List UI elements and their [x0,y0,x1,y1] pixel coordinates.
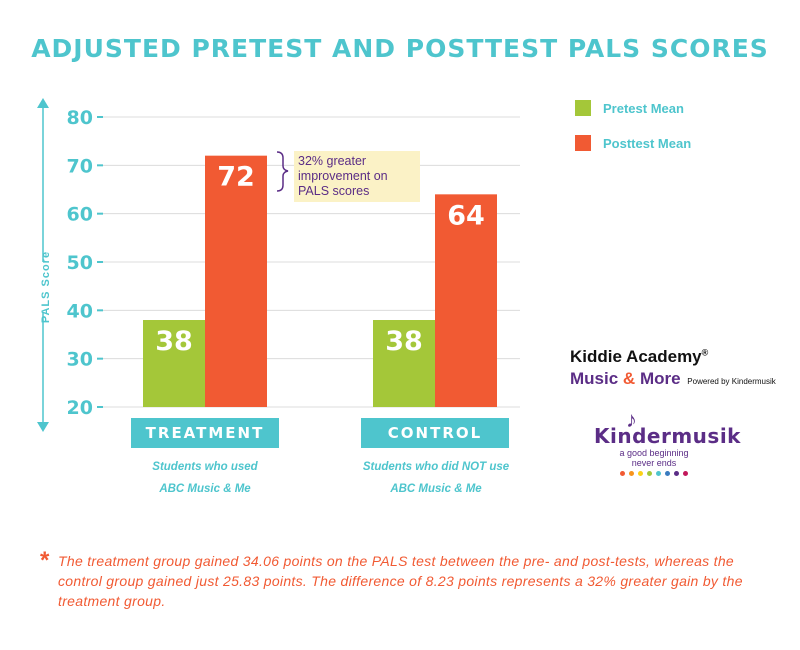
data-label: 38 [385,326,423,357]
group-description-treatment-line2: ABC Music & Me [159,483,251,495]
y-tick-label: 50 [67,252,93,274]
footnote: * The treatment group gained 34.06 point… [40,547,780,611]
group-description-control: Students who did NOT use ABC Music & Me [341,456,531,500]
callout-bracket [276,151,289,192]
y-axis-arrow-down-icon [37,422,49,432]
y-tick-label: 30 [67,349,93,371]
bar-posttest-treatment [205,155,267,407]
legend: Pretest Mean Posttest Mean [575,98,691,168]
music-and-more-wordmark: Music & More Powered by Kindermusik [570,369,776,388]
y-axis-arrow-up-icon [37,98,49,108]
kiddie-academy-logo: Kiddie Academy® Music & More Powered by … [570,347,776,389]
data-label: 72 [217,162,255,193]
legend-item-pretest[interactable]: Pretest Mean [575,98,691,118]
y-axis-label: PALS Score [40,251,52,323]
legend-label-pretest: Pretest Mean [603,100,684,116]
y-tick-label: 80 [67,107,93,129]
color-dots [594,471,714,476]
y-tick-label: 60 [67,204,93,226]
group-label-control: CONTROL [361,418,509,448]
legend-label-posttest: Posttest Mean [603,135,692,151]
legend-swatch-posttest [575,135,591,151]
kindermusik-tagline-1: a good beginning [619,448,689,458]
powered-by-text: Powered by Kindermusik [687,377,776,386]
chart-title: ADJUSTED PRETEST AND POSTTEST PALS SCORE… [31,34,769,63]
improvement-callout: 32% greater improvement on PALS scores [294,151,420,202]
group-description-treatment-line1: Students who used [152,461,258,473]
kindermusik-wordmark: Kindermusik [594,424,741,448]
bar-pretest-treatment [143,320,205,407]
y-tick-label: 40 [67,300,93,322]
y-tick-label: 20 [67,397,93,419]
kiddie-academy-wordmark: Kiddie Academy® [570,347,709,366]
bar-pretest-control [373,320,435,407]
y-tick-label: 70 [67,155,93,177]
kindermusik-logo: ♪ Kindermusik a good beginning never end… [594,407,741,476]
group-description-treatment: Students who used ABC Music & Me [110,456,300,500]
music-note-icon: ♪ [626,407,637,432]
group-description-control-line1: Students who did NOT use [362,461,510,473]
footnote-text: The treatment group gained 34.06 points … [58,553,743,609]
asterisk-icon: * [40,547,50,574]
data-label: 64 [447,200,485,231]
bar-posttest-control [435,194,497,407]
data-label: 38 [155,326,193,357]
group-description-control-line2: ABC Music & Me [390,483,482,495]
group-label-treatment: TREATMENT [131,418,279,448]
legend-swatch-pretest [575,100,591,116]
kindermusik-tagline-2: never ends [631,458,677,468]
legend-item-posttest[interactable]: Posttest Mean [575,133,691,153]
